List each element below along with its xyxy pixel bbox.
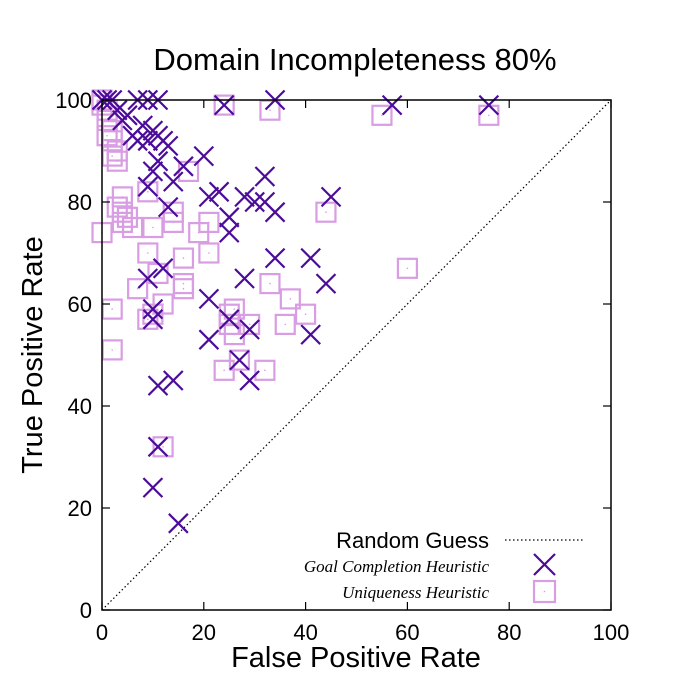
y-tick-label: 40 [68,394,92,419]
x-tick-label: 20 [192,620,216,645]
y-tick-label: 60 [68,292,92,317]
uniqueness-point [137,181,159,203]
goal-completion-point [142,477,164,498]
uniqueness-point [106,150,128,172]
uniqueness-point [127,278,149,300]
x-tick-label: 60 [395,620,419,645]
uniqueness-point [142,216,164,239]
goal-completion-point [208,181,230,203]
goal-completion-point [234,268,255,289]
uniqueness-point [295,303,317,325]
goal-completion-point [147,375,169,396]
goal-completion-point [147,436,169,458]
goal-completion-point [198,288,220,310]
chart-title: Domain Incompleteness 80% [153,42,556,77]
goal-completion-point [137,268,159,289]
goal-completion-point [157,135,179,157]
goal-completion-point [478,94,500,116]
legend-label-uniqueness: Uniqueness Heuristic [342,583,489,602]
goal-completion-point [264,201,286,223]
goal-completion-point [106,99,128,121]
y-tick-label: 80 [68,190,92,215]
goal-completion-point [142,298,164,320]
y-tick-label: 0 [80,598,92,623]
goal-completion-point [173,156,194,177]
goal-completion-point [198,186,220,208]
goal-completion-point [381,94,403,116]
uniqueness-point [279,288,301,310]
uniqueness-point [315,201,337,223]
uniqueness-point [152,436,174,458]
uniqueness-point [213,359,235,381]
uniqueness-point [101,298,123,320]
goal-completion-point [218,222,240,243]
goal-completion-point [193,145,215,167]
goal-completion-point [162,171,184,192]
goal-completion-point [168,513,189,534]
uniqueness-point [371,104,393,126]
goal-completion-point [218,309,240,330]
goal-completion-point [157,196,179,218]
goal-completion-point [147,150,169,172]
y-tick-label: 20 [68,496,92,521]
goal-completion-point [300,324,321,345]
uniqueness-point [274,313,296,335]
goal-completion-point [213,94,235,116]
goal-completion-point [229,349,250,371]
legend: Random Guess Goal Completion Heuristic U… [304,528,585,604]
goal-completion-point [320,186,342,208]
goal-completion-point [127,130,148,152]
y-tick-label: 100 [55,88,92,113]
legend-sample-uniqueness [532,579,557,604]
axis-ticks: 0 20 40 60 80 100 0 20 40 60 80 100 [55,88,629,645]
random-guess-line [101,99,612,611]
goal-completion-point [152,258,174,279]
goal-completion-point [254,166,276,187]
uniqueness-point [101,339,123,361]
uniqueness-point [137,308,159,330]
uniqueness-point [198,242,220,264]
goal-completion-point [315,273,337,294]
goal-completion-point [162,370,184,391]
goal-completion-point [198,329,220,350]
goal-completion-point [132,115,153,136]
uniqueness-point [223,298,245,320]
goal-completion-point [239,370,260,391]
goal-completion-point [142,161,164,182]
legend-label-goal-completion: Goal Completion Heuristic [304,557,490,576]
uniqueness-point [142,303,164,325]
goal-completion-point [117,105,138,126]
plot-frame [101,99,612,611]
uniqueness-point [172,273,195,295]
legend-label-random-guess: Random Guess [336,528,489,553]
x-tick-label: 0 [96,620,108,645]
goal-completion-point [244,191,265,213]
goal-completion-point [300,247,321,269]
reference-line-layer [101,99,612,611]
uniqueness-point [396,257,418,279]
uniqueness-point [259,273,281,295]
x-axis-label: False Positive Rate [231,642,481,674]
uniqueness-point [478,104,500,126]
y-axis-label: True Positive Rate [17,236,49,473]
legend-sample-goal-completion [533,553,556,576]
goal-completion-point [218,207,240,228]
goal-completion-point [264,247,286,269]
uniqueness-point [137,242,159,264]
goal-completion-point [234,186,255,208]
goal-completion-point [142,309,164,330]
uniqueness-point [254,359,276,381]
uniqueness-point [172,278,195,300]
x-tick-label: 80 [497,620,521,645]
uniqueness-point [188,222,210,244]
goal-completion-point [239,319,260,340]
uniqueness-point [172,247,195,269]
uniqueness-point [121,216,144,239]
x-tick-label: 100 [593,620,630,645]
goal-completion-point [137,130,159,152]
goal-completion-point [137,176,159,197]
x-tick-label: 40 [293,620,317,645]
